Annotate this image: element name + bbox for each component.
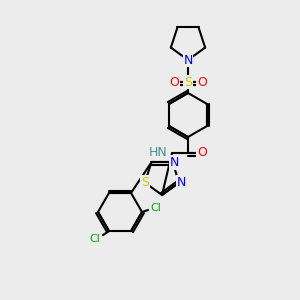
Text: Cl: Cl [90,234,101,244]
Text: O: O [197,76,207,88]
Text: HN: HN [149,146,168,160]
Text: Cl: Cl [151,203,161,213]
Text: N: N [170,156,179,169]
Text: N: N [183,53,193,67]
Text: N: N [176,176,186,189]
Text: O: O [169,76,179,88]
Text: S: S [141,176,149,189]
Text: S: S [184,76,192,88]
Text: O: O [197,146,207,160]
